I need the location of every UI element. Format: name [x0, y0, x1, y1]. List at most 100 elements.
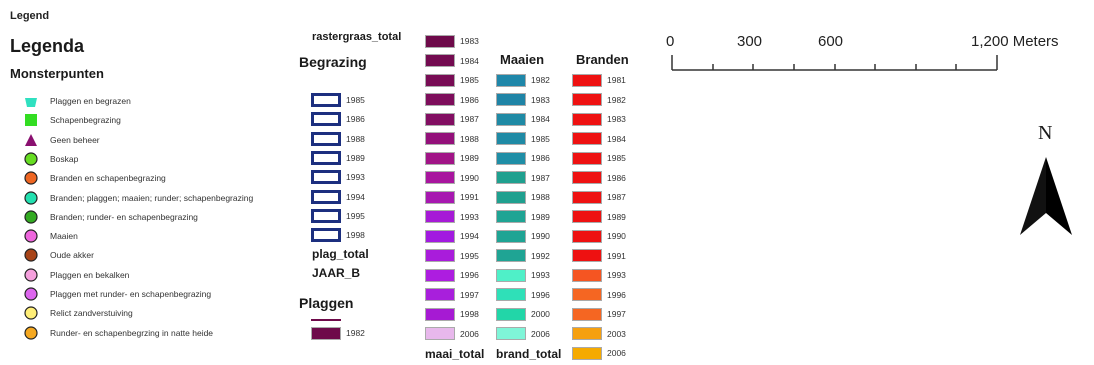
- monsterpunt-label: Schapenbegrazing: [50, 115, 121, 126]
- branden-item: 1987: [572, 188, 626, 206]
- plaggen-col-swatch: [425, 73, 455, 87]
- monsterpunt-label: Plaggen en begrazen: [50, 96, 131, 106]
- plaggen-item: 1982: [311, 324, 365, 342]
- monsterpunt-item: Schapenbegrazing: [24, 111, 121, 129]
- begrazing-swatch: [311, 150, 341, 165]
- begrazing-item: 1998: [311, 226, 365, 244]
- begrazing-year: 1985: [346, 95, 365, 105]
- branden-title: Branden: [576, 52, 629, 67]
- circle-marker-icon: [24, 152, 38, 166]
- monsterpunt-label: Runder- en schapenbegrzing in natte heid…: [50, 327, 214, 338]
- plaggen-col-swatch: [425, 249, 455, 262]
- branden-swatch: [572, 327, 602, 340]
- plaggen-col-year: 1989: [460, 153, 479, 163]
- branden-item: 2003: [572, 325, 626, 343]
- maaien-year: 1990: [531, 231, 550, 241]
- maaien-swatch: [496, 249, 526, 262]
- plaggen-col-swatch: [425, 288, 455, 301]
- monsterpunt-item: Runder- en schapenbegrzing in natte heid…: [24, 324, 213, 342]
- circle-marker-icon: [24, 268, 38, 282]
- maaien-item: 1996: [496, 286, 550, 304]
- monsterpunt-item: Geen beheer: [24, 131, 100, 149]
- circle-marker-icon: [24, 171, 38, 185]
- begrazing-item: 1993: [311, 168, 365, 186]
- maaien-year: 1988: [531, 192, 550, 202]
- plaggen-col-swatch: [425, 229, 455, 243]
- plaggen-col-item: 1994: [425, 227, 479, 245]
- begrazing-year: 1988: [346, 133, 365, 144]
- plaggen-col-swatch: [425, 171, 455, 184]
- plaggen-col-item: 1986: [425, 91, 479, 109]
- monsterpunt-label: Oude akker: [50, 250, 94, 261]
- maaien-year: 1992: [531, 250, 550, 261]
- plaggen-col-item: 1988: [425, 130, 479, 148]
- maaien-year: 1983: [531, 94, 550, 105]
- plaggen-col-item: 1995: [425, 247, 479, 265]
- branden-swatch: [572, 307, 602, 321]
- monsterpunt-item: Plaggen en bekalken: [24, 266, 129, 284]
- plaggen-col-swatch: [425, 210, 455, 223]
- begrazing-year: 1994: [346, 191, 365, 202]
- plaggen-col-item: 1984: [425, 52, 479, 70]
- branden-item: 1983: [572, 110, 626, 128]
- maaien-year: 2006: [531, 328, 550, 339]
- branden-year: 1996: [607, 289, 626, 300]
- maaien-swatch: [496, 93, 526, 106]
- branden-year: 1997: [607, 309, 626, 319]
- maaien-swatch: [496, 171, 526, 184]
- maaien-swatch: [496, 151, 526, 165]
- monsterpunt-item: Relict zandverstuiving: [24, 304, 133, 322]
- maaien-item: 1993: [496, 266, 550, 284]
- plaggen-col-swatch: [425, 190, 455, 204]
- plaggen-swatch-stub: [311, 319, 341, 321]
- circle-marker-icon: [24, 210, 38, 224]
- maaien-year: 1989: [531, 211, 550, 222]
- plaggen-col-item: 1987: [425, 110, 479, 128]
- scale-label-0: 0: [666, 33, 675, 50]
- begrazing-item: 1985: [311, 91, 365, 109]
- maaien-item: 1986: [496, 149, 550, 167]
- plaggen-col-swatch: [425, 268, 455, 282]
- maaien-swatch: [496, 190, 526, 204]
- plaggen-col-year: 1994: [460, 231, 479, 241]
- maaien-item: 1982: [496, 71, 550, 89]
- monsterpunt-item: Branden en schapenbegrazing: [24, 169, 166, 187]
- maaien-swatch: [496, 268, 526, 282]
- branden-year: 2006: [607, 348, 626, 358]
- plaggen-col-year: 1991: [460, 192, 479, 202]
- branden-swatch: [572, 210, 602, 223]
- maaien-item: 2006: [496, 325, 550, 343]
- monsterpunt-item: Branden; plaggen; maaien; runder; schape…: [24, 189, 253, 207]
- begrazing-year: 1993: [346, 172, 365, 183]
- branden-item: 1990: [572, 227, 626, 245]
- maaien-swatch: [496, 132, 526, 145]
- branden-year: 1986: [607, 172, 626, 183]
- maaien-year: 1984: [531, 114, 550, 124]
- begrazing-item: 1994: [311, 188, 365, 206]
- branden-item: 1982: [572, 91, 626, 109]
- plaggen-col-swatch: [425, 327, 455, 340]
- monsterpunt-label: Boskap: [50, 153, 79, 164]
- maaien-item: 1992: [496, 247, 550, 265]
- maaien-item: 1984: [496, 110, 550, 128]
- maaien-item: 1987: [496, 169, 550, 187]
- branden-year: 1982: [607, 94, 626, 105]
- maaien-swatch: [496, 112, 526, 126]
- plaggen-col-item: 2006: [425, 325, 479, 343]
- plaggen-col-swatch: [425, 132, 455, 145]
- plaggen-col-item: 1985: [425, 71, 479, 89]
- monsterpunten-title: Monsterpunten: [10, 66, 104, 81]
- plaggen-col-item: 1998: [425, 305, 479, 323]
- plaggen-col-year: 1993: [460, 211, 479, 222]
- circle-marker-icon: [24, 325, 38, 340]
- branden-item: 1981: [572, 71, 626, 89]
- monsterpunt-item: Branden; runder- en schapenbegrazing: [24, 208, 198, 226]
- plaggen-col-year: 1987: [460, 114, 479, 124]
- plaggen-col-item: 1990: [425, 169, 479, 187]
- branden-swatch: [572, 73, 602, 87]
- maaien-item: 1990: [496, 227, 550, 245]
- begrazing-swatch: [311, 170, 341, 185]
- maaien-year: 1996: [531, 289, 550, 300]
- branden-item: 1989: [572, 208, 626, 226]
- brand-total-label: brand_total: [496, 347, 562, 361]
